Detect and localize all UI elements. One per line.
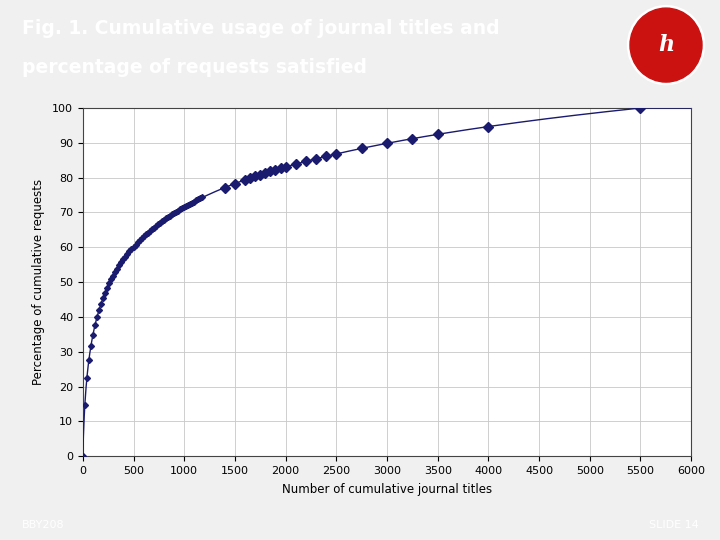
- Text: h: h: [658, 34, 674, 56]
- Text: percentage of requests satisfied: percentage of requests satisfied: [22, 58, 366, 77]
- Y-axis label: Percentage of cumulative requests: Percentage of cumulative requests: [32, 179, 45, 385]
- Text: BBY208: BBY208: [22, 520, 64, 530]
- Ellipse shape: [630, 8, 702, 82]
- X-axis label: Number of cumulative journal titles: Number of cumulative journal titles: [282, 483, 492, 496]
- Text: SLIDE 14: SLIDE 14: [649, 520, 698, 530]
- Text: Fig. 1. Cumulative usage of journal titles and: Fig. 1. Cumulative usage of journal titl…: [22, 19, 499, 38]
